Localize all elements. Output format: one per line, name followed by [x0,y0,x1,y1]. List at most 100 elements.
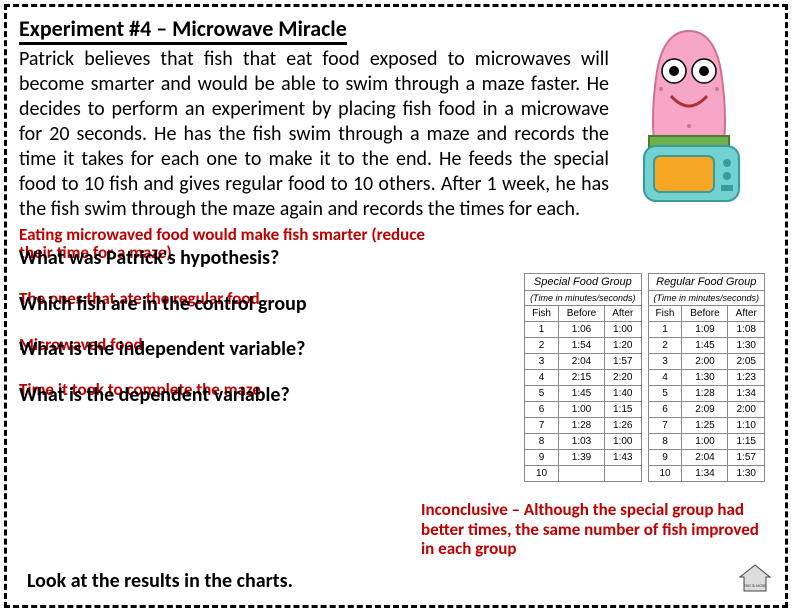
cell: 1:40 [605,386,642,402]
table-row: 51:281:34 [648,386,764,402]
table-row: 11:061:00 [525,322,641,338]
cell: 1:30 [728,466,765,482]
cell: 1:43 [605,450,642,466]
cell: 1:26 [605,418,642,434]
cell: 10 [648,466,682,482]
svg-text:THIS & MORE: THIS & MORE [744,584,766,589]
cell: 7 [525,418,559,434]
special-food-table: Special Food Group(Time in minutes/secon… [524,273,641,482]
cell: 6 [525,402,559,418]
table-row: 21:541:20 [525,338,641,354]
cell: 8 [525,434,559,450]
cell: 1:34 [728,386,765,402]
cell: 7 [648,418,682,434]
question-text: Which fish are in the control group [19,294,429,314]
cell: 4 [648,370,682,386]
cell: 1:20 [605,338,642,354]
cell: 1:45 [682,338,728,354]
cell: 1:57 [728,450,765,466]
cell: 3 [648,354,682,370]
cell: 1:57 [605,354,642,370]
qa-block: Time it took to complete the mazeWhat is… [19,381,429,405]
col-header: Fish [648,306,682,322]
cell: 1:00 [682,434,728,450]
table-subtitle: (Time in minutes/seconds) [525,291,641,306]
cell: 2 [525,338,559,354]
cell: 1:23 [728,370,765,386]
cell: 1:06 [559,322,605,338]
patrick-illustration [609,21,769,211]
home-icon[interactable]: THIS & MORE [737,563,773,595]
cell: 4 [525,370,559,386]
qa-block: Microwaved foodWhat is the independent v… [19,336,429,360]
cell: 8 [648,434,682,450]
table-row: 71:251:10 [648,418,764,434]
cell: 1:25 [682,418,728,434]
cell: 6 [648,402,682,418]
table-row: 71:281:26 [525,418,641,434]
cell: 1:45 [559,386,605,402]
col-header: After [728,306,765,322]
table-row: 101:341:30 [648,466,764,482]
cell: 10 [525,466,559,482]
cell: 1:28 [559,418,605,434]
cell: 1 [525,322,559,338]
qa-block: The ones that ate the regular foodWhich … [19,290,429,314]
table-title: Special Food Group [525,274,641,291]
regular-food-table: Regular Food Group(Time in minutes/secon… [648,273,765,482]
cell: 1:28 [682,386,728,402]
experiment-title: Experiment #4 – Microwave Miracle [19,15,347,45]
cell: 1:10 [728,418,765,434]
cell: 1:15 [728,434,765,450]
cell: 1:30 [728,338,765,354]
cell: 5 [525,386,559,402]
table-row: 92:041:57 [648,450,764,466]
cell [605,466,642,482]
table-subtitle: (Time in minutes/seconds) [648,291,764,306]
cell: 5 [648,386,682,402]
table-row: 11:091:08 [648,322,764,338]
cell: 1:54 [559,338,605,354]
cell: 2:04 [682,450,728,466]
cell: 2:00 [682,354,728,370]
cell: 2 [648,338,682,354]
table-row: 32:041:57 [525,354,641,370]
table-title: Regular Food Group [648,274,764,291]
table-row: 91:391:43 [525,450,641,466]
col-header: Before [682,306,728,322]
cell: 9 [525,450,559,466]
question-text: What is the independent variable? [19,339,429,359]
cell: 2:20 [605,370,642,386]
cell: 1:39 [559,450,605,466]
cell: 2:15 [559,370,605,386]
cell: 1:08 [728,322,765,338]
table-row: 61:001:15 [525,402,641,418]
cell: 3 [525,354,559,370]
page-frame: Experiment #4 – Microwave Miracle Patric… [4,4,788,608]
question-text: What is the dependent variable? [19,385,429,405]
col-header: After [605,306,642,322]
cell: 1:00 [605,322,642,338]
table-row: 81:031:00 [525,434,641,450]
table-row: 21:451:30 [648,338,764,354]
table-row: 41:301:23 [648,370,764,386]
cell: 2:05 [728,354,765,370]
table-row: 10 [525,466,641,482]
cell: 1:30 [682,370,728,386]
table-row: 51:451:40 [525,386,641,402]
cell: 1:09 [682,322,728,338]
col-header: Before [559,306,605,322]
cell: 1:00 [605,434,642,450]
cell: 9 [648,450,682,466]
cell [559,466,605,482]
col-header: Fish [525,306,559,322]
table-row: 62:092:00 [648,402,764,418]
cell: 1:00 [559,402,605,418]
cell: 1:34 [682,466,728,482]
cell: 2:00 [728,402,765,418]
look-results-text: Look at the results in the charts. [27,569,293,593]
table-row: 81:001:15 [648,434,764,450]
data-tables: Special Food Group(Time in minutes/secon… [524,273,765,482]
cell: 2:04 [559,354,605,370]
qa-block: Eating microwaved food would make fish s… [19,226,429,268]
